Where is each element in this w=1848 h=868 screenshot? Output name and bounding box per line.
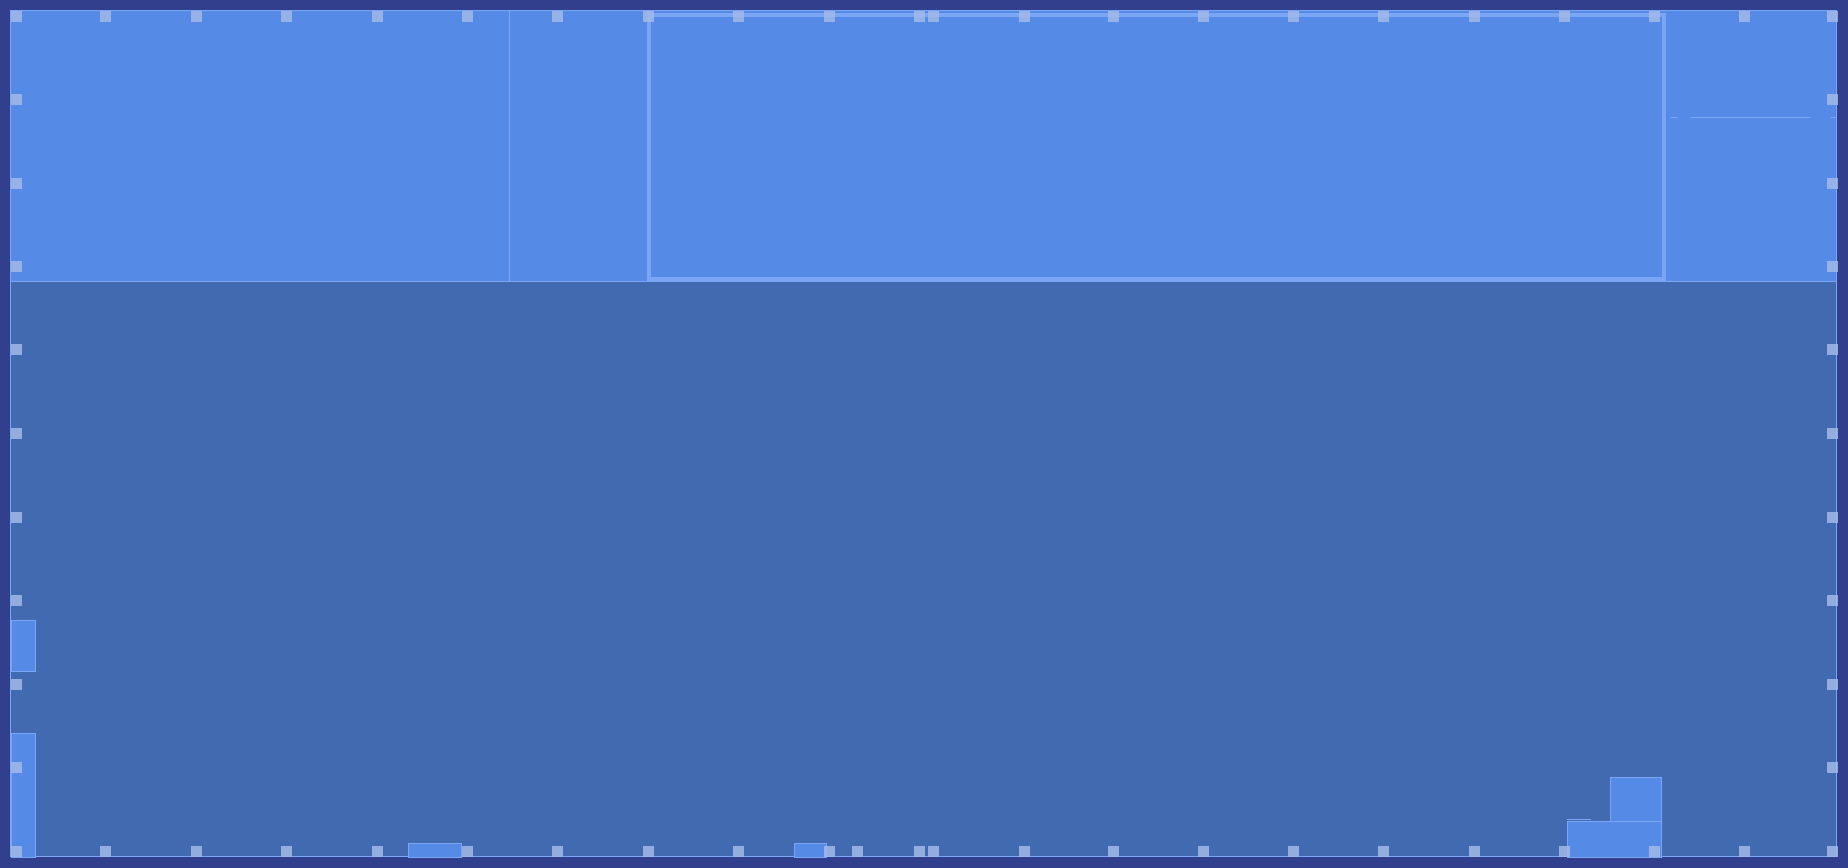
resize-handle-bottom[interactable] bbox=[824, 846, 835, 857]
resize-handle-top[interactable] bbox=[281, 11, 292, 22]
resize-handle-left[interactable] bbox=[11, 679, 22, 690]
resize-handle-top[interactable] bbox=[1198, 11, 1209, 22]
resize-handle-left[interactable] bbox=[11, 94, 22, 105]
resize-handle-bottom[interactable] bbox=[462, 846, 473, 857]
panel-divider bbox=[509, 11, 510, 282]
resize-handle-top[interactable] bbox=[1019, 11, 1030, 22]
resize-handle-left[interactable] bbox=[11, 512, 22, 523]
resize-handle-top[interactable] bbox=[1378, 11, 1389, 22]
resize-handle-right[interactable] bbox=[1827, 762, 1838, 773]
bottom-tab[interactable] bbox=[794, 843, 827, 858]
resize-handle-top[interactable] bbox=[914, 11, 925, 22]
guide-line bbox=[1691, 117, 1811, 118]
resize-handle-bottom[interactable] bbox=[1739, 846, 1750, 857]
resize-handle-bottom[interactable] bbox=[914, 846, 925, 857]
resize-handle-right[interactable] bbox=[1827, 512, 1838, 523]
resize-handle-top[interactable] bbox=[824, 11, 835, 22]
resize-handle-left[interactable] bbox=[11, 344, 22, 355]
resize-handle-top[interactable] bbox=[1649, 11, 1660, 22]
resize-handle-top[interactable] bbox=[1288, 11, 1299, 22]
resize-handle-left[interactable] bbox=[11, 428, 22, 439]
resize-handle-top[interactable] bbox=[643, 11, 654, 22]
resize-handle-bottom[interactable] bbox=[372, 846, 383, 857]
resize-handle-bottom[interactable] bbox=[552, 846, 563, 857]
resize-handle-bottom[interactable] bbox=[281, 846, 292, 857]
resize-handle-bottom[interactable] bbox=[1827, 846, 1838, 857]
guide-line bbox=[1831, 117, 1837, 118]
resize-handle-bottom[interactable] bbox=[852, 846, 863, 857]
resize-handle-bottom[interactable] bbox=[1649, 846, 1660, 857]
selected-frame[interactable] bbox=[647, 13, 1666, 281]
resize-handle-bottom[interactable] bbox=[1469, 846, 1480, 857]
resize-handle-bottom[interactable] bbox=[100, 846, 111, 857]
corner-block[interactable] bbox=[1610, 777, 1662, 822]
guide-line bbox=[1671, 117, 1677, 118]
resize-handle-bottom[interactable] bbox=[1019, 846, 1030, 857]
resize-handle-right[interactable] bbox=[1827, 94, 1838, 105]
resize-handle-bottom[interactable] bbox=[1378, 846, 1389, 857]
resize-handle-bottom[interactable] bbox=[1108, 846, 1119, 857]
resize-handle-top[interactable] bbox=[1469, 11, 1480, 22]
resize-handle-bottom[interactable] bbox=[1559, 846, 1570, 857]
resize-handle-top[interactable] bbox=[372, 11, 383, 22]
resize-handle-right[interactable] bbox=[1827, 679, 1838, 690]
resize-handle-right[interactable] bbox=[1827, 178, 1838, 189]
resize-handle-bottom[interactable] bbox=[928, 846, 939, 857]
resize-handle-left[interactable] bbox=[11, 261, 22, 272]
resize-handle-right[interactable] bbox=[1827, 595, 1838, 606]
resize-handle-left[interactable] bbox=[11, 178, 22, 189]
guide-line bbox=[1567, 819, 1591, 820]
workspace-canvas[interactable] bbox=[10, 10, 1837, 858]
resize-handle-bottom[interactable] bbox=[733, 846, 744, 857]
side-tab[interactable] bbox=[11, 733, 36, 858]
top-panel[interactable] bbox=[11, 11, 1837, 282]
bottom-tab[interactable] bbox=[408, 843, 462, 858]
resize-handle-top[interactable] bbox=[552, 11, 563, 22]
resize-handle-bottom[interactable] bbox=[643, 846, 654, 857]
resize-handle-top[interactable] bbox=[1827, 11, 1838, 22]
resize-handle-top[interactable] bbox=[733, 11, 744, 22]
side-tab[interactable] bbox=[11, 620, 36, 672]
resize-handle-top[interactable] bbox=[191, 11, 202, 22]
resize-handle-left[interactable] bbox=[11, 595, 22, 606]
resize-handle-bottom[interactable] bbox=[11, 846, 22, 857]
resize-handle-top[interactable] bbox=[462, 11, 473, 22]
resize-handle-bottom[interactable] bbox=[191, 846, 202, 857]
resize-handle-bottom[interactable] bbox=[1288, 846, 1299, 857]
resize-handle-top[interactable] bbox=[1108, 11, 1119, 22]
resize-handle-bottom[interactable] bbox=[1198, 846, 1209, 857]
resize-handle-right[interactable] bbox=[1827, 261, 1838, 272]
resize-handle-top[interactable] bbox=[100, 11, 111, 22]
resize-handle-right[interactable] bbox=[1827, 428, 1838, 439]
resize-handle-right[interactable] bbox=[1827, 344, 1838, 355]
resize-handle-left[interactable] bbox=[11, 762, 22, 773]
resize-handle-top[interactable] bbox=[928, 11, 939, 22]
resize-handle-top[interactable] bbox=[1559, 11, 1570, 22]
corner-block[interactable] bbox=[1567, 821, 1662, 858]
resize-handle-top[interactable] bbox=[1739, 11, 1750, 22]
resize-handle-top[interactable] bbox=[11, 11, 22, 22]
